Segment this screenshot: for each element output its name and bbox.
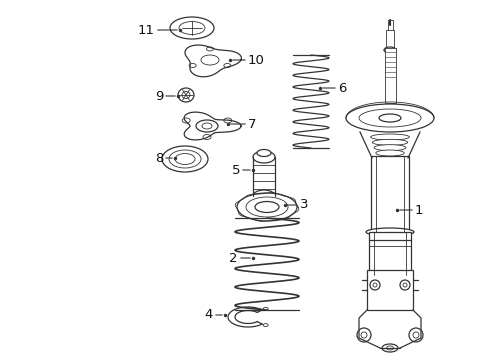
Ellipse shape [257, 149, 270, 157]
Text: 1: 1 [414, 203, 423, 216]
Ellipse shape [346, 104, 433, 132]
Ellipse shape [254, 202, 279, 212]
Text: 5: 5 [231, 163, 240, 176]
Text: 10: 10 [247, 54, 264, 67]
Text: 8: 8 [154, 152, 163, 165]
Ellipse shape [179, 22, 204, 35]
Ellipse shape [182, 118, 190, 123]
Bar [370, 156, 408, 232]
Text: 4: 4 [204, 309, 213, 321]
Bar [368, 232, 410, 275]
Bar [386, 20, 392, 32]
Ellipse shape [169, 150, 201, 168]
Text: 9: 9 [154, 90, 163, 103]
Bar [385, 30, 393, 50]
Ellipse shape [202, 123, 212, 129]
Bar [366, 270, 412, 310]
Ellipse shape [412, 332, 418, 338]
Text: 2: 2 [229, 252, 238, 265]
Ellipse shape [203, 135, 210, 139]
Ellipse shape [182, 91, 190, 99]
Ellipse shape [189, 63, 196, 68]
Ellipse shape [365, 228, 413, 236]
Ellipse shape [381, 344, 397, 352]
Ellipse shape [170, 17, 214, 39]
Text: 6: 6 [337, 81, 346, 94]
Ellipse shape [360, 332, 366, 338]
Ellipse shape [263, 324, 267, 327]
Ellipse shape [370, 134, 408, 140]
Ellipse shape [372, 283, 376, 287]
Ellipse shape [175, 153, 195, 165]
Ellipse shape [162, 146, 207, 172]
Ellipse shape [196, 120, 218, 132]
Ellipse shape [402, 283, 406, 287]
Ellipse shape [356, 328, 370, 342]
Ellipse shape [378, 114, 400, 122]
Ellipse shape [399, 280, 409, 290]
Ellipse shape [224, 63, 230, 68]
Ellipse shape [252, 151, 274, 163]
Ellipse shape [383, 47, 395, 53]
Ellipse shape [178, 88, 194, 102]
Ellipse shape [371, 139, 407, 145]
Ellipse shape [263, 307, 267, 310]
Ellipse shape [224, 118, 231, 123]
Ellipse shape [237, 193, 296, 221]
Ellipse shape [206, 47, 213, 51]
Ellipse shape [408, 328, 422, 342]
Ellipse shape [386, 346, 393, 350]
Ellipse shape [252, 190, 274, 202]
Ellipse shape [373, 145, 405, 151]
Text: 11: 11 [138, 23, 155, 36]
Ellipse shape [369, 280, 379, 290]
Ellipse shape [245, 197, 287, 217]
Bar [384, 48, 395, 103]
Ellipse shape [358, 109, 420, 127]
Ellipse shape [375, 150, 404, 156]
Ellipse shape [201, 55, 219, 65]
Text: 3: 3 [299, 198, 308, 211]
Text: 7: 7 [247, 117, 256, 130]
